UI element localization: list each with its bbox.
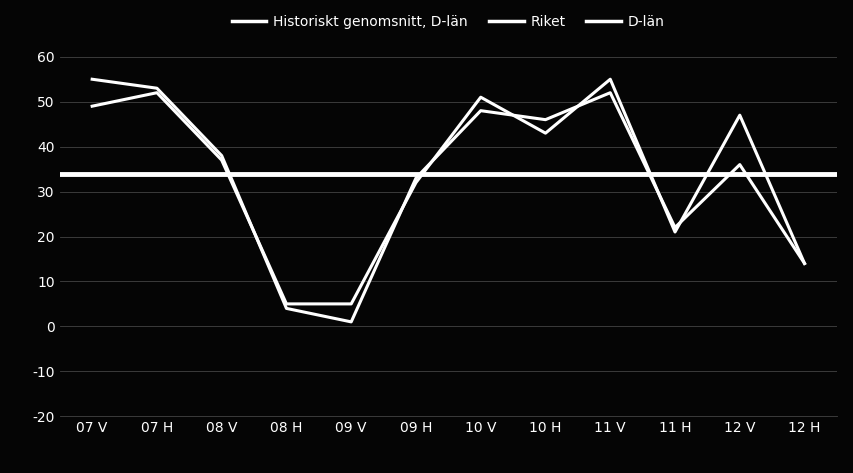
- D-län: [540, 117, 550, 123]
- Line: D-län: D-län: [92, 79, 804, 322]
- Legend: Historiskt genomsnitt, D-län, Riket, D-län: Historiskt genomsnitt, D-län, Riket, D-l…: [226, 10, 670, 35]
- D-län: [798, 261, 809, 266]
- Riket: [734, 113, 744, 118]
- Riket: [798, 261, 809, 266]
- Riket: [345, 301, 356, 307]
- Riket: [281, 301, 291, 307]
- Line: Riket: Riket: [92, 79, 804, 304]
- Historiskt genomsnitt, D-län: [87, 171, 97, 176]
- D-län: [734, 162, 744, 167]
- Riket: [87, 103, 97, 109]
- Historiskt genomsnitt, D-län: [152, 171, 162, 176]
- D-län: [605, 90, 615, 96]
- Riket: [669, 229, 679, 235]
- D-län: [475, 108, 485, 114]
- Riket: [152, 90, 162, 96]
- Riket: [605, 77, 615, 82]
- Riket: [540, 130, 550, 136]
- D-län: [669, 225, 679, 230]
- Riket: [217, 157, 227, 163]
- Riket: [410, 180, 421, 185]
- D-län: [410, 175, 421, 181]
- D-län: [345, 319, 356, 324]
- D-län: [281, 306, 291, 311]
- Riket: [475, 94, 485, 100]
- D-län: [217, 153, 227, 158]
- D-län: [152, 85, 162, 91]
- D-län: [87, 77, 97, 82]
